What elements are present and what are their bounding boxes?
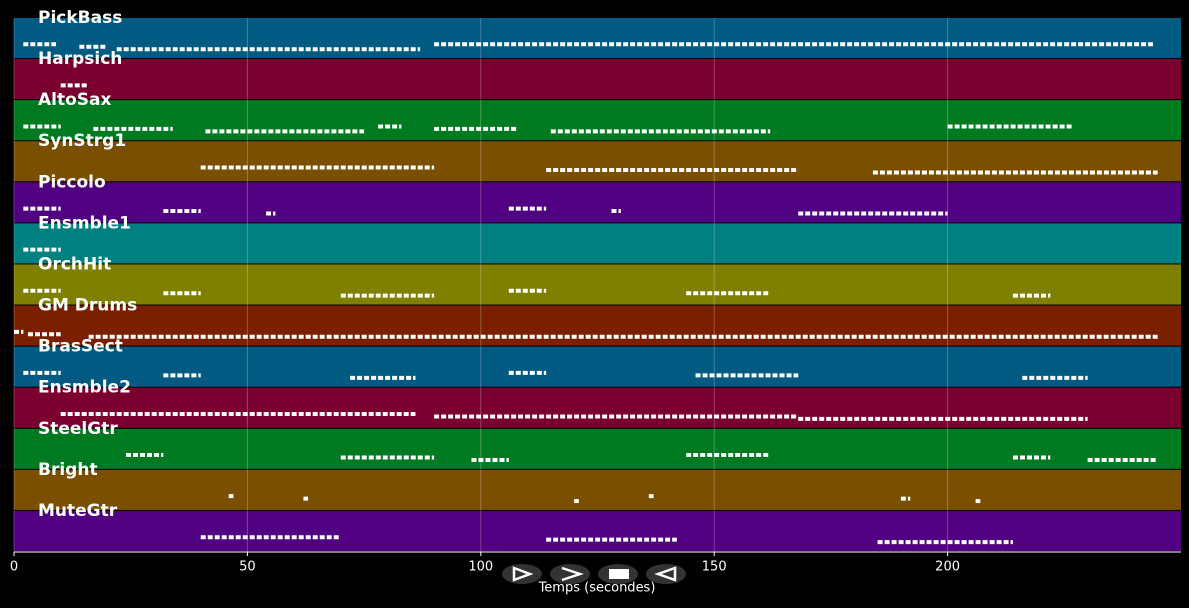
x-tick-label: 50 (239, 560, 256, 575)
stop-button[interactable] (598, 564, 638, 584)
forward-button[interactable] (550, 564, 590, 584)
track-lane (14, 223, 1181, 264)
track-label: SynStrg1 (38, 131, 126, 151)
x-tick-label: 200 (935, 560, 960, 575)
track-lane (14, 264, 1181, 305)
track-lane (14, 59, 1181, 100)
track-lane (14, 346, 1181, 387)
track-lane (14, 428, 1181, 469)
labels: PickBass Harpsich AltoSax SynStrg1 Piccolo En… (38, 8, 137, 521)
lanes (14, 18, 1181, 551)
track-label: Piccolo (38, 172, 106, 192)
track-lane (14, 141, 1181, 182)
x-tick-label: 150 (702, 560, 727, 575)
track-label: AltoSax (38, 90, 112, 110)
track-lane (14, 305, 1181, 346)
notes (14, 42, 1158, 545)
back-button[interactable] (646, 564, 686, 584)
track-label: BrasSect (38, 337, 123, 357)
track-label: MuteGtr (38, 501, 118, 521)
track-lane (14, 18, 1181, 59)
track-label: OrchHit (38, 254, 111, 274)
x-tick-label: 100 (468, 560, 493, 575)
track-label: Bright (38, 460, 98, 480)
track-label: PickBass (38, 8, 122, 28)
track-label: GM Drums (38, 296, 137, 316)
grid (13, 18, 949, 552)
x-tick-label: 0 (10, 560, 18, 575)
track-label: Ensmble1 (38, 213, 131, 233)
track-label: Harpsich (38, 49, 122, 69)
x-axis: 0 50 100 150 200 (10, 551, 1181, 575)
track-lane (14, 387, 1181, 428)
track-lane (14, 100, 1181, 141)
track-label: SteelGtr (38, 419, 118, 439)
track-label: Ensmble2 (38, 378, 131, 398)
play-button[interactable] (502, 564, 542, 584)
track-lane (14, 510, 1181, 551)
track-lane (14, 469, 1181, 510)
track-lane (14, 182, 1181, 223)
x-axis-label: Temps (secondes) (538, 581, 656, 596)
